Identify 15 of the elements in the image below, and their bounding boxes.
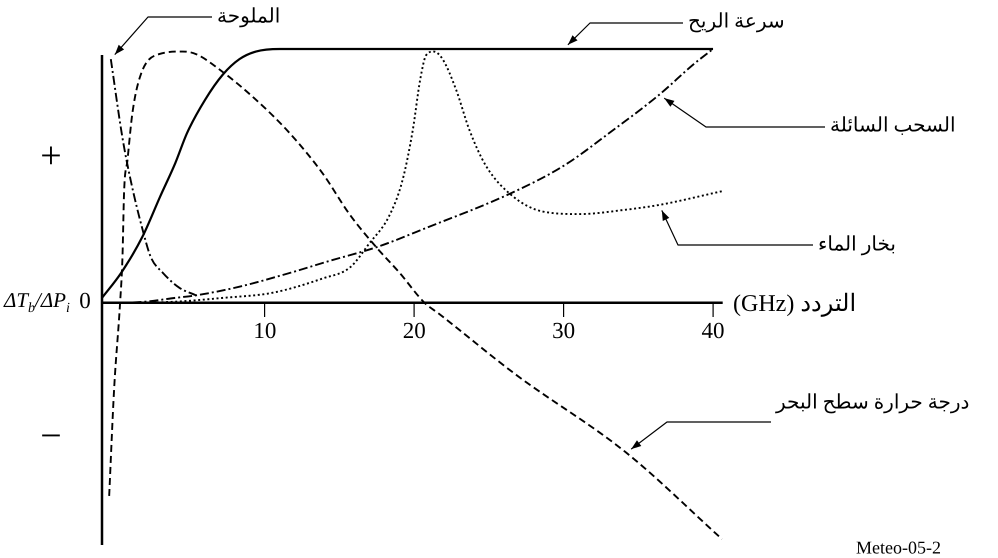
text: الملوحة	[217, 5, 280, 28]
text: السحب السائلة	[830, 114, 956, 136]
text: +	[40, 134, 62, 177]
y-axis-title: ΔT$_{b}$/ΔP$_{i}$	[4, 288, 70, 316]
text: درجة حرارة سطح البحر	[775, 391, 970, 414]
series-label: سرعة الريح	[688, 10, 785, 32]
text: 0	[79, 288, 91, 314]
x-axis-title: التردد (GHz)	[733, 291, 856, 318]
x-tick-label: 20	[402, 318, 426, 343]
text: Meteo-05-2	[856, 538, 941, 558]
x-tick-label: 10	[253, 318, 276, 343]
text: −	[40, 414, 62, 457]
text: بخار الماء	[818, 233, 896, 256]
x-tick-label: 40	[702, 318, 725, 343]
x-tick-label: 30	[552, 318, 576, 343]
